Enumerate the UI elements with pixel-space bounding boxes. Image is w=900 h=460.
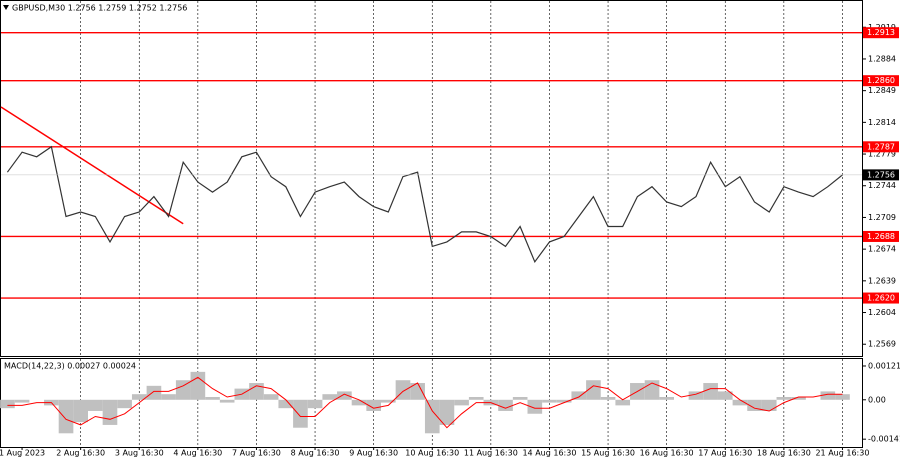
macd-bar [571, 391, 587, 400]
macd-bar [439, 399, 455, 425]
macd-bar [776, 396, 792, 400]
macd-bar [351, 399, 367, 406]
macd-bar [278, 399, 294, 409]
macd-bar [219, 399, 235, 403]
x-tick-label: 18 Aug 16:30 [757, 449, 811, 458]
macd-bar [205, 396, 220, 400]
y-tick-label: 1.2569 [868, 340, 896, 349]
price-panel [0, 0, 863, 357]
macd-bar [498, 399, 513, 411]
level-label-box [863, 27, 899, 39]
level-label: 1.2688 [867, 232, 895, 241]
level-label: 1.2913 [867, 28, 895, 37]
y-tick-label: 1.2709 [868, 213, 896, 222]
macd-bar [468, 396, 484, 400]
macd-bar [293, 399, 308, 428]
macd-bar [688, 391, 704, 400]
x-tick-label: 1 Aug 2023 [0, 449, 45, 458]
level-label: 1.2860 [867, 76, 895, 85]
macd-bar [190, 371, 206, 400]
y-tick-label: 1.2849 [868, 86, 896, 95]
y-tick-label: 1.2744 [868, 181, 896, 190]
symbol-icon [3, 5, 9, 10]
y-tick-label: 1.2884 [868, 54, 896, 63]
x-tick-label: 21 Aug 16:30 [815, 449, 869, 458]
macd-bar [542, 399, 557, 403]
y-tick-label: 1.2779 [868, 150, 896, 159]
macd-bar [512, 396, 528, 400]
macd-bar [146, 385, 162, 400]
last-price-label: 1.2756 [867, 170, 895, 179]
macd-bar [337, 391, 352, 400]
macd-bar [732, 399, 748, 406]
x-tick-label: 16 Aug 16:30 [640, 449, 694, 458]
level-label: 1.2620 [867, 294, 895, 303]
macd-bar [600, 396, 616, 400]
macd-bar [717, 391, 733, 400]
y-tick-label: 1.2814 [868, 118, 896, 127]
macd-bar [73, 399, 88, 423]
y-tick-label: 1.2604 [868, 308, 896, 317]
x-tick-label: 3 Aug 16:30 [115, 449, 164, 458]
last-price-box [863, 169, 899, 181]
level-label-box [863, 230, 899, 242]
macd-bar [424, 399, 440, 434]
x-tick-label: 11 Aug 16:30 [464, 449, 518, 458]
price-line [6, 145, 843, 264]
x-tick-label: 2 Aug 16:30 [56, 449, 105, 458]
y-tick-label: 1.2639 [868, 276, 896, 285]
macd-bar [747, 399, 762, 411]
macd-bar [586, 380, 601, 400]
macd-bar [263, 394, 279, 400]
macd-bar [117, 399, 132, 409]
signal-line [7, 376, 843, 429]
x-tick-label: 10 Aug 16:30 [405, 449, 459, 458]
macd-bar [761, 399, 777, 411]
x-tick-label: 14 Aug 16:30 [522, 449, 576, 458]
level-label-box [863, 141, 899, 153]
macd-bar [249, 383, 264, 400]
macd-bar [14, 399, 30, 403]
level-label-box [863, 292, 899, 304]
x-tick-label: 4 Aug 16:30 [173, 449, 222, 458]
macd-bar [161, 394, 176, 400]
y-tick-label: 1.2674 [868, 245, 896, 254]
macd-bar [410, 383, 425, 400]
macd-bar [527, 399, 543, 414]
chart-title: GBPUSD,M30 1.2756 1.2759 1.2752 1.2756 [12, 4, 187, 13]
level-label-box [863, 75, 899, 87]
macd-bar [659, 396, 674, 400]
macd-title: MACD(14,22,3) 0.00027 0.00024 [4, 362, 136, 371]
macd-bar [615, 399, 631, 406]
macd-bar [835, 394, 850, 400]
y-tick-label: -0.00141 [868, 435, 900, 444]
macd-bar [102, 399, 118, 425]
y-tick-label: 0.00121 [868, 361, 900, 370]
macd-bar [88, 399, 103, 411]
macd-bar [131, 394, 147, 400]
macd-bar [556, 399, 572, 403]
macd-bar [58, 399, 74, 434]
macd-bar [175, 380, 191, 400]
trend-line [0, 106, 184, 225]
macd-bar [366, 399, 381, 411]
macd-bar [307, 399, 323, 409]
x-tick-label: 9 Aug 16:30 [349, 449, 398, 458]
macd-bar [454, 399, 469, 406]
x-tick-label: 17 Aug 16:30 [698, 449, 752, 458]
x-tick-label: 7 Aug 16:30 [232, 449, 281, 458]
level-label: 1.2787 [867, 142, 895, 151]
macd-bar [381, 399, 396, 403]
macd-bar [820, 391, 836, 400]
macd-bar [322, 394, 338, 400]
x-tick-label: 15 Aug 16:30 [581, 449, 635, 458]
macd-bar [791, 396, 806, 400]
x-tick-label: 8 Aug 16:30 [291, 449, 340, 458]
y-tick-label: 0.00 [868, 395, 886, 404]
macd-bar [703, 383, 718, 400]
macd-bar [0, 399, 15, 409]
